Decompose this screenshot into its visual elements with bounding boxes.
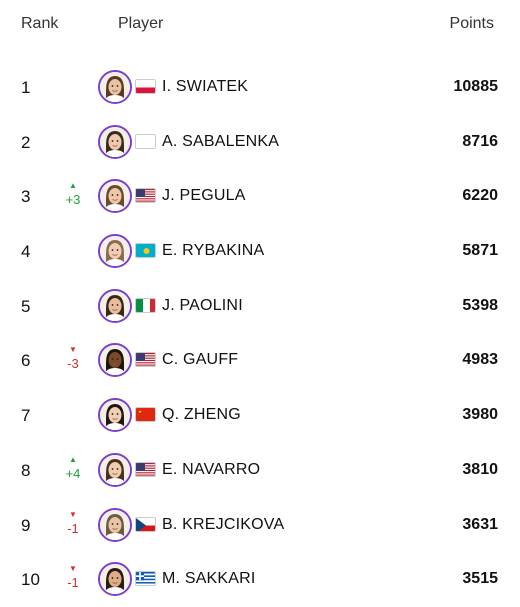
player-points: 8716 [462, 133, 498, 151]
player-avatar [98, 125, 132, 159]
player-points: 5871 [462, 242, 498, 260]
player-avatar [98, 508, 132, 542]
cz-flag-icon [135, 517, 156, 532]
player-points: 4983 [462, 351, 498, 369]
player-name[interactable]: I. SWIATEK [162, 78, 248, 96]
player-name[interactable]: M. SAKKARI [162, 570, 256, 588]
arrow-down-icon: ▼ [60, 346, 86, 354]
player-avatar [98, 562, 132, 596]
ranking-row[interactable]: 1 I. SWIATEK 10885 [0, 60, 520, 115]
us-flag-icon [135, 188, 156, 203]
ranking-row[interactable]: 10 ▼ -1 M. SAKKARI 3515 [0, 552, 520, 607]
pl-flag-icon [135, 79, 156, 94]
player-points: 5398 [462, 297, 498, 315]
player-name[interactable]: E. NAVARRO [162, 461, 260, 479]
gr-flag-icon [135, 571, 156, 586]
player-name[interactable]: J. PEGULA [162, 187, 246, 205]
rank-number: 1 [21, 78, 30, 98]
player-name[interactable]: C. GAUFF [162, 351, 238, 369]
rank-number: 7 [21, 406, 30, 426]
points-column-header: Points [450, 15, 494, 33]
us-flag-icon [135, 462, 156, 477]
rank-change: ▲ +3 [60, 182, 86, 206]
player-avatar [98, 343, 132, 377]
ranking-row[interactable]: 3 ▲ +3 J. PEGULA 6220 [0, 169, 520, 224]
rank-number: 2 [21, 133, 30, 153]
player-avatar [98, 453, 132, 487]
arrow-up-icon: ▲ [60, 182, 86, 190]
rank-number: 8 [21, 461, 30, 481]
us-flag-icon [135, 352, 156, 367]
player-points: 3631 [462, 516, 498, 534]
blank-flag-icon [135, 134, 156, 149]
rank-number: 10 [21, 570, 40, 590]
arrow-up-icon: ▲ [60, 456, 86, 464]
rank-number: 3 [21, 187, 30, 207]
kz-flag-icon [135, 243, 156, 258]
player-points: 3515 [462, 570, 498, 588]
rank-change: ▼ -3 [60, 346, 86, 370]
ranking-row[interactable]: 8 ▲ +4 E. NAVARRO 3810 [0, 443, 520, 498]
ranking-row[interactable]: 2 A. SABALENKA 8716 [0, 115, 520, 170]
ranking-row[interactable]: 5 J. PAOLINI 5398 [0, 279, 520, 334]
player-points: 3810 [462, 461, 498, 479]
rank-change-value: -1 [67, 575, 79, 590]
ranking-row[interactable]: 4 E. RYBAKINA 5871 [0, 224, 520, 279]
rank-number: 9 [21, 516, 30, 536]
player-avatar [98, 289, 132, 323]
rank-change: ▼ -1 [60, 565, 86, 589]
ranking-row[interactable]: 9 ▼ -1 B. KREJCIKOVA 3631 [0, 498, 520, 553]
it-flag-icon [135, 298, 156, 313]
player-name[interactable]: B. KREJCIKOVA [162, 516, 284, 534]
rank-change-value: -1 [67, 521, 79, 536]
rank-change: ▼ -1 [60, 511, 86, 535]
table-header: Rank Player Points [0, 0, 520, 58]
rank-change-value: -3 [67, 356, 79, 371]
ranking-row[interactable]: 7 Q. ZHENG 3980 [0, 388, 520, 443]
cn-flag-icon [135, 407, 156, 422]
player-points: 3980 [462, 406, 498, 424]
rank-column-header: Rank [21, 15, 58, 33]
player-name[interactable]: A. SABALENKA [162, 133, 279, 151]
player-avatar [98, 70, 132, 104]
player-name[interactable]: E. RYBAKINA [162, 242, 264, 260]
player-column-header: Player [118, 15, 163, 33]
rankings-list: 1 I. SWIATEK 10885 2 A. SABALENKA [0, 60, 520, 607]
rank-number: 4 [21, 242, 30, 262]
rank-change-value: +4 [66, 466, 81, 481]
rank-number: 6 [21, 351, 30, 371]
arrow-down-icon: ▼ [60, 565, 86, 573]
player-name[interactable]: J. PAOLINI [162, 297, 243, 315]
rank-change-value: +3 [66, 192, 81, 207]
player-avatar [98, 398, 132, 432]
player-points: 10885 [454, 78, 499, 96]
player-name[interactable]: Q. ZHENG [162, 406, 241, 424]
player-avatar [98, 179, 132, 213]
player-avatar [98, 234, 132, 268]
ranking-row[interactable]: 6 ▼ -3 C. GAUFF 4983 [0, 333, 520, 388]
arrow-down-icon: ▼ [60, 511, 86, 519]
rank-change: ▲ +4 [60, 456, 86, 480]
player-points: 6220 [462, 187, 498, 205]
rank-number: 5 [21, 297, 30, 317]
